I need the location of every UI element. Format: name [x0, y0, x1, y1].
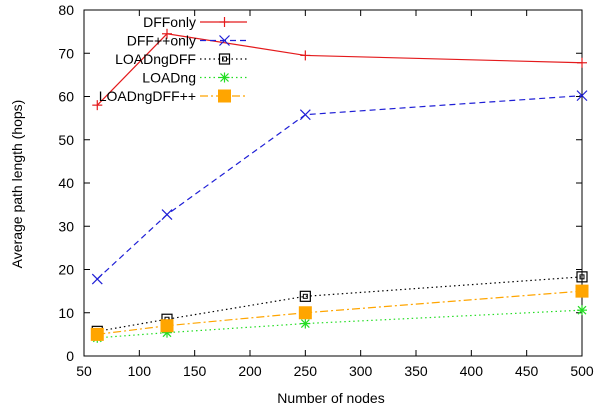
series-line	[97, 290, 583, 335]
legend-item: LOADng	[142, 70, 247, 86]
series-line	[97, 309, 583, 339]
x-tick-label: 300	[349, 363, 373, 379]
series-DFFonly	[92, 28, 587, 111]
data-point	[160, 319, 174, 333]
y-tick-label: 10	[58, 305, 74, 321]
legend-label: DFFonly	[143, 14, 196, 30]
y-tick-label: 20	[58, 262, 74, 278]
x-tick-label: 150	[183, 363, 207, 379]
series-line	[96, 33, 583, 106]
data-point	[576, 90, 588, 102]
data-point	[298, 306, 312, 320]
data-point	[299, 290, 311, 302]
series-LOADngDFF++	[90, 284, 589, 341]
legend-item: DFF++only	[127, 33, 247, 49]
x-tick-label: 100	[128, 363, 152, 379]
x-tick-label: 350	[404, 363, 428, 379]
legend-marker	[218, 89, 231, 103]
legend-label: LOADngDFF++	[99, 88, 196, 104]
legend-item: LOADngDFF++	[99, 88, 247, 104]
axis-ticks: 50 100 150 200 250 300 350 400 450 500 0 10 20 30 40 50…	[58, 2, 593, 379]
x-tick-label: 500	[570, 363, 594, 379]
legend-marker	[219, 35, 230, 46]
series-DFF++only	[91, 90, 588, 285]
x-axis-label: Number of nodes	[277, 390, 384, 406]
x-tick-label: 250	[294, 363, 318, 379]
series-line	[96, 95, 583, 280]
series-line	[97, 276, 583, 332]
x-tick-label: 450	[515, 363, 539, 379]
y-tick-label: 60	[58, 89, 74, 105]
x-tick-label: 200	[238, 363, 262, 379]
data-point	[91, 273, 103, 285]
series-LOADng	[92, 305, 587, 343]
data-point	[576, 271, 588, 283]
data-point	[577, 57, 587, 68]
data-point	[90, 327, 104, 341]
legend: DFFonly DFF++only LOADngDFF LOADng LOADngDFF…	[99, 14, 247, 104]
legend-item: DFFonly	[143, 14, 247, 30]
data-point	[299, 109, 311, 121]
y-tick-label: 40	[58, 175, 74, 191]
legend-marker	[219, 17, 230, 27]
data-point	[161, 209, 173, 220]
legend-marker	[218, 53, 231, 65]
legend-marker	[219, 72, 230, 83]
y-tick-label: 80	[58, 2, 74, 18]
y-tick-label: 0	[66, 348, 74, 364]
data-point	[300, 318, 311, 329]
legend-label: LOADngDFF	[115, 51, 196, 67]
data-point	[300, 50, 311, 61]
x-tick-label: 50	[76, 363, 92, 379]
legend-label: LOADng	[142, 70, 196, 86]
legend-label: DFF++only	[127, 33, 196, 49]
data-point	[162, 28, 172, 39]
x-tick-label: 400	[460, 363, 484, 379]
y-tick-label: 30	[58, 218, 74, 234]
data-point	[577, 305, 587, 316]
y-tick-label: 70	[58, 45, 74, 61]
data-point	[92, 100, 103, 111]
series-layer	[90, 28, 589, 343]
legend-item: LOADngDFF	[115, 51, 247, 67]
data-point	[575, 284, 589, 298]
y-tick-label: 50	[58, 132, 74, 148]
y-axis-label: Average path length (hops)	[9, 100, 25, 269]
